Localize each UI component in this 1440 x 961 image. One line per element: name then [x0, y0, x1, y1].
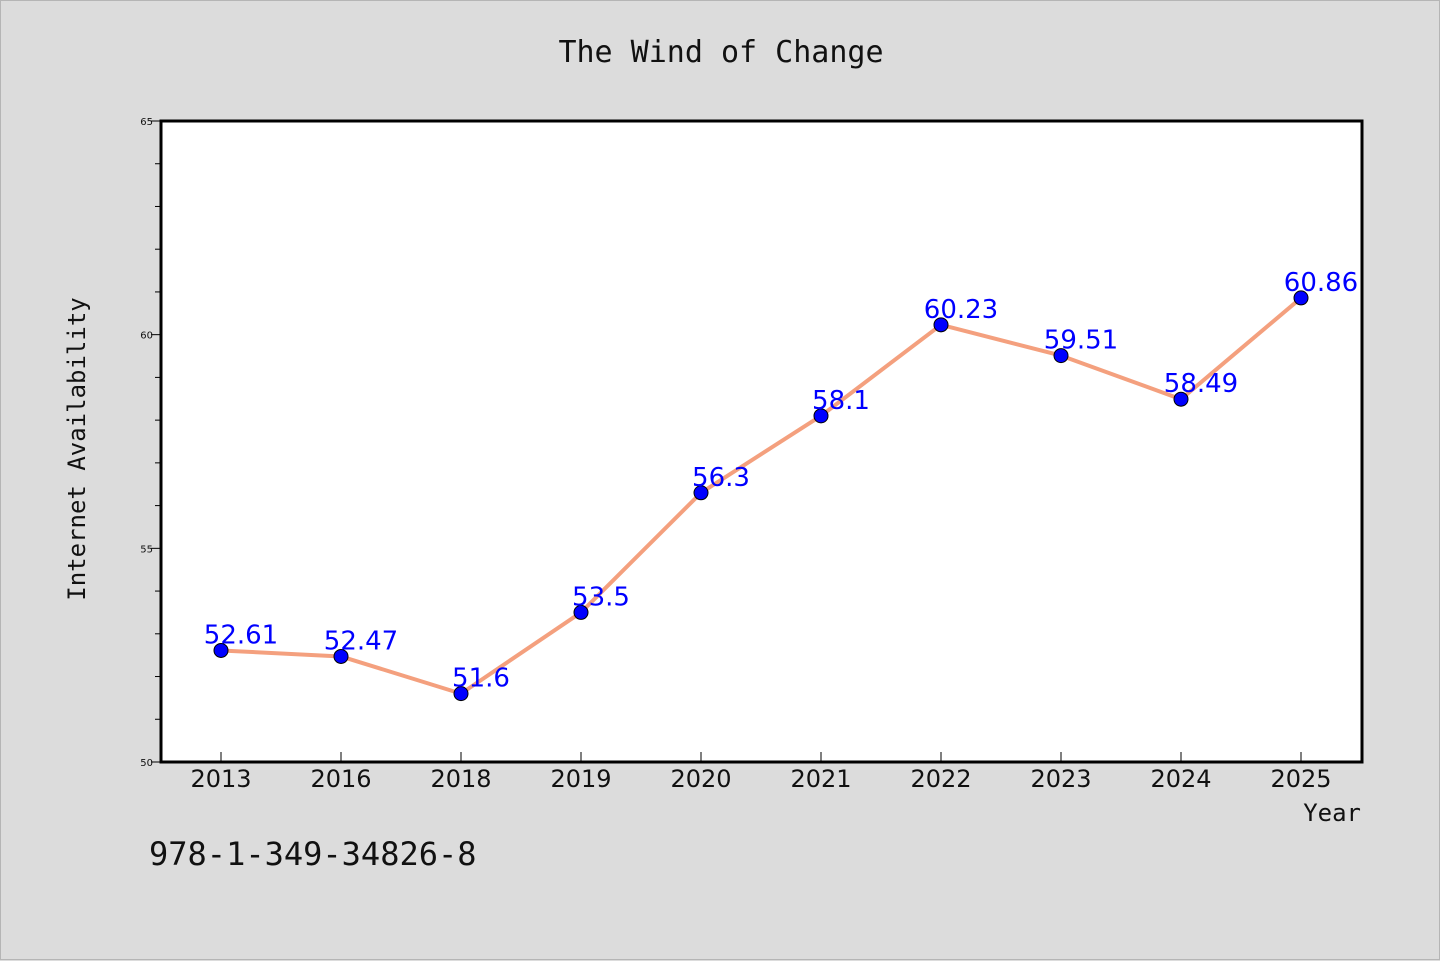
x-tick-label: 2025 [1270, 765, 1331, 793]
x-tick-label: 2019 [550, 765, 611, 793]
data-label: 56.3 [692, 463, 750, 493]
data-point [1173, 391, 1189, 407]
x-tick-label: 2023 [1030, 765, 1091, 793]
y-tick-label: 55 [140, 544, 153, 555]
data-point [333, 648, 349, 664]
x-tick-label: 2024 [1150, 765, 1211, 793]
data-point [453, 686, 469, 702]
isbn-text: 978-1-349-34826-8 [149, 835, 477, 873]
x-axis-label: Year [1303, 799, 1361, 827]
series-line [220, 296, 1303, 696]
data-label: 53.5 [572, 582, 630, 612]
data-point [693, 485, 709, 501]
y-tick-label: 60 [140, 331, 153, 342]
x-tick-label: 2021 [790, 765, 851, 793]
data-point [573, 604, 589, 620]
data-point [933, 317, 949, 333]
data-point [1053, 348, 1069, 364]
y-axis-label: Internet Availability [63, 297, 91, 600]
y-tick-label: 50 [140, 758, 153, 769]
data-point [213, 642, 229, 658]
y-tick-label: 65 [140, 117, 153, 128]
data-label: 58.49 [1164, 369, 1238, 399]
data-labels: 52.61 52.47 51.6 53.5 56.3 58.1 60.23 59.51 58.4… [204, 268, 1358, 694]
data-point [813, 408, 829, 424]
data-label: 60.23 [924, 295, 998, 325]
data-label: 52.47 [324, 626, 398, 656]
data-label: 58.1 [812, 386, 870, 416]
chart-title: The Wind of Change [558, 35, 884, 70]
x-tick-label: 2022 [910, 765, 971, 793]
data-label: 60.86 [1284, 268, 1358, 298]
series-points [213, 290, 1309, 702]
x-axis: 2013 2016 2018 2019 2020 2021 2022 2023 2024 2025 [190, 752, 1332, 793]
x-tick-label: 2020 [670, 765, 731, 793]
data-label: 52.61 [204, 620, 278, 650]
x-tick-label: 2016 [310, 765, 371, 793]
x-tick-label: 2018 [430, 765, 491, 793]
data-label: 51.6 [452, 664, 510, 694]
data-label: 59.51 [1044, 326, 1118, 356]
data-point [1293, 290, 1309, 306]
series-polyline [220, 296, 1303, 696]
plot-area [159, 119, 1364, 764]
y-axis: 50 55 60 65 [140, 117, 161, 769]
x-tick-label: 2013 [190, 765, 251, 793]
